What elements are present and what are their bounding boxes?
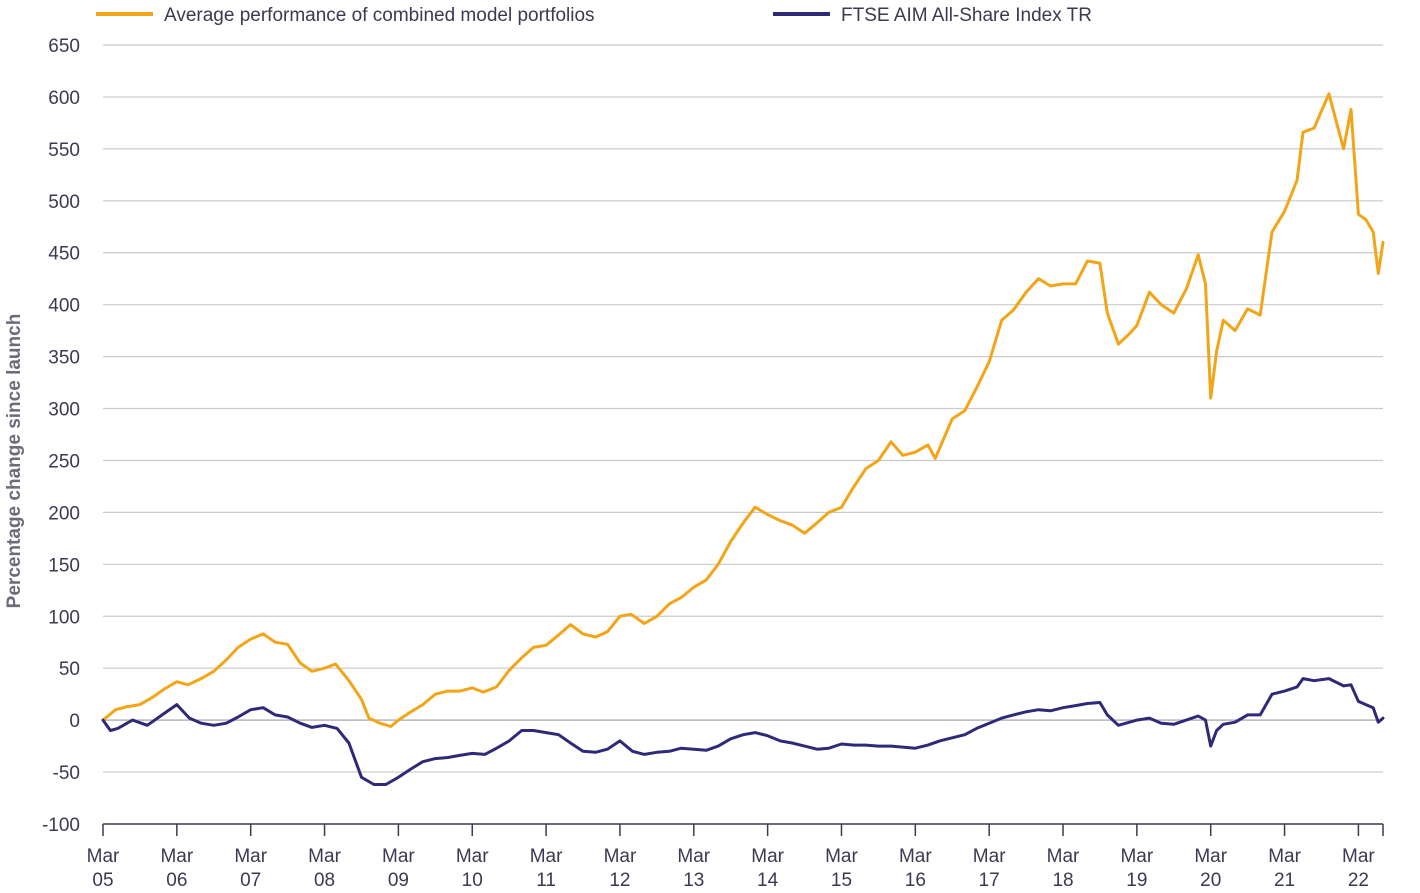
x-tick-label-year-17: 17 [979, 870, 1000, 891]
y-tick-label-400: 400 [48, 296, 80, 317]
y-axis-title: Percentage change since launch [4, 314, 25, 609]
legend-label-ftse-aim: FTSE AIM All-Share Index TR [841, 5, 1092, 26]
series-line-ftse-aim [101, 677, 1385, 786]
x-tick-label-month-11: Mar [530, 846, 563, 867]
y-tick-label-200: 200 [48, 503, 80, 524]
y-tick-label-550: 550 [48, 140, 80, 161]
series-lines [101, 92, 1385, 786]
legend: Average performance of combined model po… [96, 5, 1092, 26]
gridlines [103, 44, 1383, 773]
y-tick-label-650: 650 [48, 36, 80, 57]
x-tick-label-month-10: Mar [456, 846, 489, 867]
x-tick-label-year-19: 19 [1126, 870, 1147, 891]
x-tick-label-month-13: Mar [677, 846, 710, 867]
x-tick-label-month-15: Mar [825, 846, 858, 867]
y-tick-label--100: -100 [42, 815, 80, 836]
x-tick-label-month-17: Mar [973, 846, 1006, 867]
y-tick-label-100: 100 [48, 607, 80, 628]
x-tick-label-year-15: 15 [831, 870, 852, 891]
x-tick-label-month-21: Mar [1268, 846, 1301, 867]
x-tick-label-year-07: 07 [240, 870, 261, 891]
legend-item-portfolios: Average performance of combined model po… [96, 5, 595, 26]
x-tick-label-month-22: Mar [1342, 846, 1375, 867]
x-tick-label-year-14: 14 [757, 870, 779, 891]
y-tick-label-500: 500 [48, 192, 80, 213]
y-tick-label--50: -50 [53, 763, 80, 784]
x-tick-label-year-09: 09 [388, 870, 409, 891]
y-tick-label-0: 0 [69, 711, 80, 732]
legend-label-portfolios: Average performance of combined model po… [164, 5, 595, 26]
x-tick-label-month-07: Mar [234, 846, 267, 867]
x-tick-label-month-20: Mar [1194, 846, 1227, 867]
y-tick-label-350: 350 [48, 348, 80, 369]
x-tick-label-month-16: Mar [899, 846, 932, 867]
x-tick-label-month-12: Mar [604, 846, 637, 867]
x-axis: Mar 05 Mar 06 Mar 07 Mar 08 Mar 09 Mar 10 Mar 11 Mar 12… [87, 823, 1384, 891]
y-axis-tick-labels: -100 -50 0 50 100 150 200 250 300 350 400 450 500 550… [42, 36, 80, 836]
legend-item-ftse-aim: FTSE AIM All-Share Index TR [773, 5, 1092, 26]
x-tick-label-year-06: 06 [166, 870, 187, 891]
x-tick-label-year-20: 20 [1200, 870, 1221, 891]
x-tick-label-year-12: 12 [609, 870, 630, 891]
x-tick-label-month-05: Mar [87, 846, 120, 867]
x-tick-label-year-08: 08 [314, 870, 335, 891]
x-tick-label-month-06: Mar [160, 846, 193, 867]
series-line-portfolios [101, 92, 1385, 728]
x-tick-label-year-10: 10 [462, 870, 483, 891]
y-tick-label-250: 250 [48, 451, 80, 472]
x-tick-label-year-18: 18 [1052, 870, 1073, 891]
y-tick-label-150: 150 [48, 555, 80, 576]
x-tick-label-year-11: 11 [536, 870, 556, 891]
x-tick-label-year-21: 21 [1274, 870, 1295, 891]
y-tick-label-50: 50 [59, 659, 80, 680]
y-tick-label-300: 300 [48, 400, 80, 421]
y-tick-label-600: 600 [48, 88, 80, 109]
x-tick-label-year-22: 22 [1348, 870, 1369, 891]
x-tick-label-month-08: Mar [308, 846, 341, 867]
x-tick-label-year-16: 16 [905, 870, 926, 891]
x-tick-label-month-19: Mar [1120, 846, 1153, 867]
x-tick-label-month-14: Mar [751, 846, 784, 867]
x-tick-label-month-18: Mar [1047, 846, 1080, 867]
x-tick-label-year-13: 13 [683, 870, 704, 891]
y-tick-label-450: 450 [48, 244, 80, 265]
x-tick-label-year-05: 05 [92, 870, 113, 891]
x-tick-label-month-09: Mar [382, 846, 415, 867]
